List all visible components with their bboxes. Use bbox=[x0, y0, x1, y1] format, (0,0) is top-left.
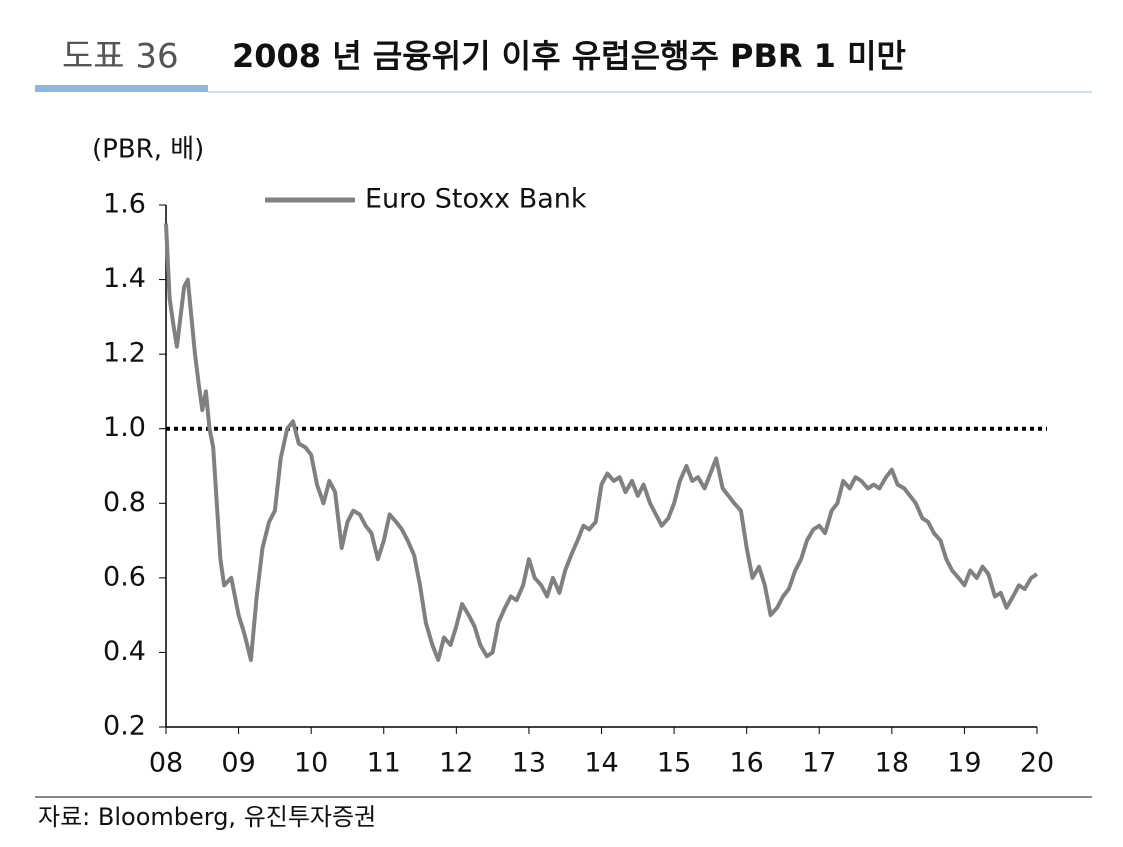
y-tick-label: 0.6 bbox=[103, 561, 146, 592]
x-tick-label: 10 bbox=[294, 748, 328, 779]
y-tick-label: 0.2 bbox=[103, 711, 146, 742]
y-tick-label: 1.6 bbox=[103, 189, 146, 220]
x-tick-label: 08 bbox=[149, 748, 183, 779]
x-tick-label: 16 bbox=[729, 748, 763, 779]
y-tick-label: 1.4 bbox=[103, 263, 146, 294]
y-axis-label: (PBR, 배) bbox=[92, 135, 204, 165]
x-tick-label: 12 bbox=[439, 748, 473, 779]
x-tick-label: 13 bbox=[512, 748, 546, 779]
x-tick-label: 17 bbox=[802, 748, 836, 779]
x-tick-label: 18 bbox=[875, 748, 909, 779]
x-tick-label: 11 bbox=[367, 748, 401, 779]
y-tick-label: 0.4 bbox=[103, 636, 146, 667]
x-tick-label: 19 bbox=[947, 748, 981, 779]
x-tick-label: 09 bbox=[221, 748, 255, 779]
series-line bbox=[164, 223, 1039, 662]
x-tick-label: 20 bbox=[1020, 748, 1054, 779]
legend-label: Euro Stoxx Bank bbox=[365, 184, 587, 215]
y-tick-label: 0.8 bbox=[103, 487, 146, 518]
x-tick-label: 14 bbox=[584, 748, 618, 779]
header-accent bbox=[35, 85, 208, 92]
figure-label: 도표 36 bbox=[62, 37, 179, 77]
chart-title: 2008 년 금융위기 이후 유럽은행주 PBR 1 미만 bbox=[232, 37, 906, 75]
y-tick-label: 1.2 bbox=[103, 338, 146, 369]
source-note: 자료: Bloomberg, 유진투자증권 bbox=[38, 803, 376, 831]
y-tick-label: 1.0 bbox=[103, 412, 146, 443]
x-tick-label: 15 bbox=[657, 748, 691, 779]
